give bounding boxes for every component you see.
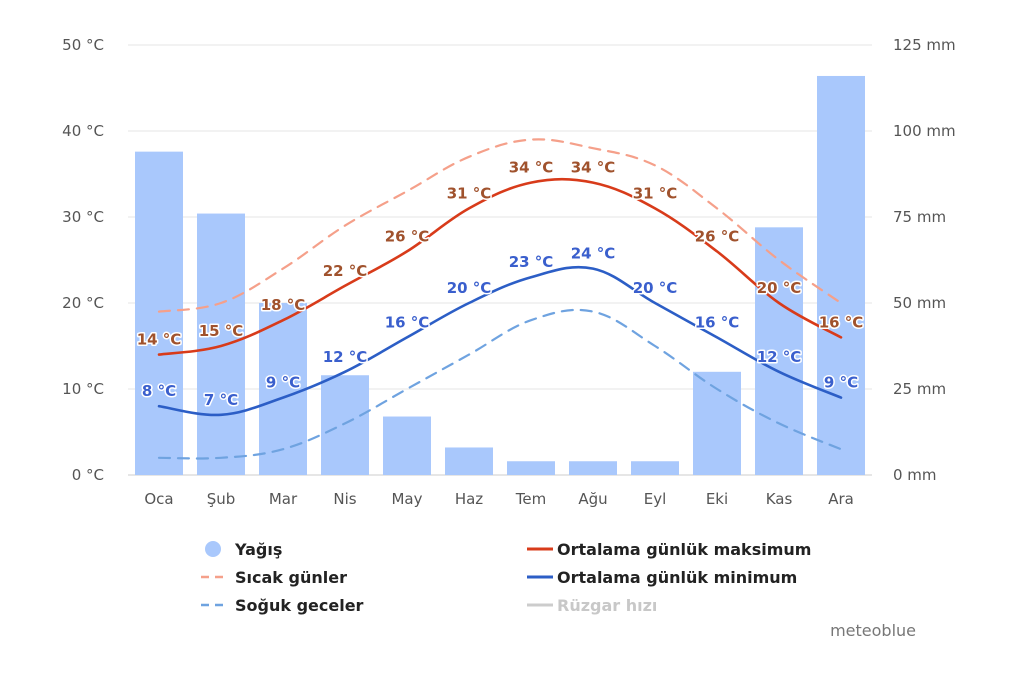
x-tick-label: Ağu — [578, 490, 607, 508]
precipitation-bar — [693, 371, 741, 475]
min-temp-label: 12 °C — [323, 348, 368, 366]
y-right-tick-label: 75 mm — [893, 208, 946, 226]
max-temp-label: 15 °C — [199, 322, 244, 340]
legend-item-ortalama-gunluk-minimum: Ortalama günlük minimum — [527, 568, 797, 587]
min-temp-label: 12 °C — [757, 348, 802, 366]
max-temp-label: 31 °C — [633, 184, 678, 202]
max-temp-label: 34 °C — [571, 159, 616, 177]
min-temp-label: 16 °C — [385, 313, 430, 331]
ortalama-gunluk-minimum-line — [157, 265, 843, 417]
legend-item-ruzgar-hizi: Rüzgar hızı — [527, 596, 657, 615]
x-tick-label: Şub — [207, 490, 236, 508]
precipitation-bar — [259, 303, 307, 475]
precipitation-bar — [321, 375, 369, 475]
precipitation-bars — [135, 75, 865, 476]
legend-item-soguk-geceler: Soğuk geceler — [201, 596, 364, 615]
sicak-gunler-line — [157, 138, 843, 313]
x-tick-label: May — [391, 490, 422, 508]
x-tick-label: Mar — [269, 490, 298, 508]
x-tick-label: Ara — [828, 490, 854, 508]
x-tick-label: Oca — [144, 490, 173, 508]
grid-lines — [128, 44, 872, 476]
max-temp-label: 26 °C — [695, 227, 740, 245]
x-tick-label: Eki — [706, 490, 728, 508]
y-right-tick-label: 50 mm — [893, 294, 946, 312]
precipitation-bar — [631, 461, 679, 475]
max-temp-label: 31 °C — [447, 184, 492, 202]
x-tick-label: Haz — [455, 490, 483, 508]
legend-label: Ortalama günlük minimum — [557, 568, 797, 587]
min-temp-label: 24 °C — [571, 245, 616, 263]
legend-item-sicak-gunler: Sıcak günler — [201, 568, 347, 587]
precipitation-bar — [569, 461, 617, 475]
min-temp-label: 23 °C — [509, 253, 554, 271]
min-temp-label: 7 °C — [204, 391, 238, 409]
y-left-tick-label: 0 °C — [72, 466, 104, 484]
soguk-geceler-line — [157, 308, 843, 460]
y-left-tick-label: 30 °C — [62, 208, 104, 226]
max-temp-label: 20 °C — [757, 279, 802, 297]
legend-symbol — [205, 541, 221, 557]
legend-label: Yağış — [234, 540, 282, 559]
max-temp-label: 34 °C — [509, 159, 554, 177]
x-tick-label: Nis — [333, 490, 356, 508]
y-left-tick-label: 10 °C — [62, 380, 104, 398]
legend-item-yagis: Yağış — [205, 540, 282, 559]
min-temp-label: 8 °C — [142, 382, 176, 400]
x-tick-label: Kas — [766, 490, 793, 508]
legend-item-ortalama-gunluk-maksimum: Ortalama günlük maksimum — [527, 540, 811, 559]
x-tick-label: Tem — [515, 490, 546, 508]
precipitation-bar — [445, 447, 493, 475]
max-temp-label: 16 °C — [819, 313, 864, 331]
precipitation-bar — [507, 461, 555, 475]
ortalama-gunluk-maksimum-line — [157, 177, 843, 356]
min-temp-label: 20 °C — [447, 279, 492, 297]
precipitation-bar — [135, 151, 183, 475]
y-right-tick-label: 0 mm — [893, 466, 937, 484]
legend-label: Ortalama günlük maksimum — [557, 540, 811, 559]
legend-label: Rüzgar hızı — [557, 596, 657, 615]
y-right-tick-label: 125 mm — [893, 36, 956, 54]
credit-label: meteoblue — [830, 621, 916, 640]
y-left-tick-label: 50 °C — [62, 36, 104, 54]
legend-label: Soğuk geceler — [235, 596, 364, 615]
precipitation-bar — [383, 416, 431, 475]
y-left-tick-label: 20 °C — [62, 294, 104, 312]
precipitation-bar — [817, 75, 865, 476]
y-right-tick-label: 25 mm — [893, 380, 946, 398]
legend-label: Sıcak günler — [235, 568, 347, 587]
max-temp-label: 14 °C — [137, 331, 182, 349]
max-temp-label: 22 °C — [323, 262, 368, 280]
axes: 0 °C 10 °C 20 °C 30 °C 40 °C 50 °C 0 mm 25 mm 50… — [62, 36, 955, 508]
min-temp-label: 20 °C — [633, 279, 678, 297]
min-temp-label: 9 °C — [824, 374, 858, 392]
min-temp-label: 16 °C — [695, 313, 740, 331]
x-tick-label: Eyl — [644, 490, 667, 508]
precipitation-bar — [197, 213, 245, 475]
temperature-lines — [157, 138, 843, 460]
max-temp-label: 26 °C — [385, 227, 430, 245]
precipitation-bar — [755, 227, 803, 475]
min-temp-label: 9 °C — [266, 374, 300, 392]
y-left-tick-label: 40 °C — [62, 122, 104, 140]
legend: Yağış Ortalama günlük maksimum Sıcak günle… — [201, 540, 811, 615]
data-labels: 14 °C 15 °C 18 °C 22 °C 26 °C 31 °C 34 °C 34 °C… — [135, 157, 865, 410]
y-right-tick-label: 100 mm — [893, 122, 956, 140]
max-temp-label: 18 °C — [261, 296, 306, 314]
